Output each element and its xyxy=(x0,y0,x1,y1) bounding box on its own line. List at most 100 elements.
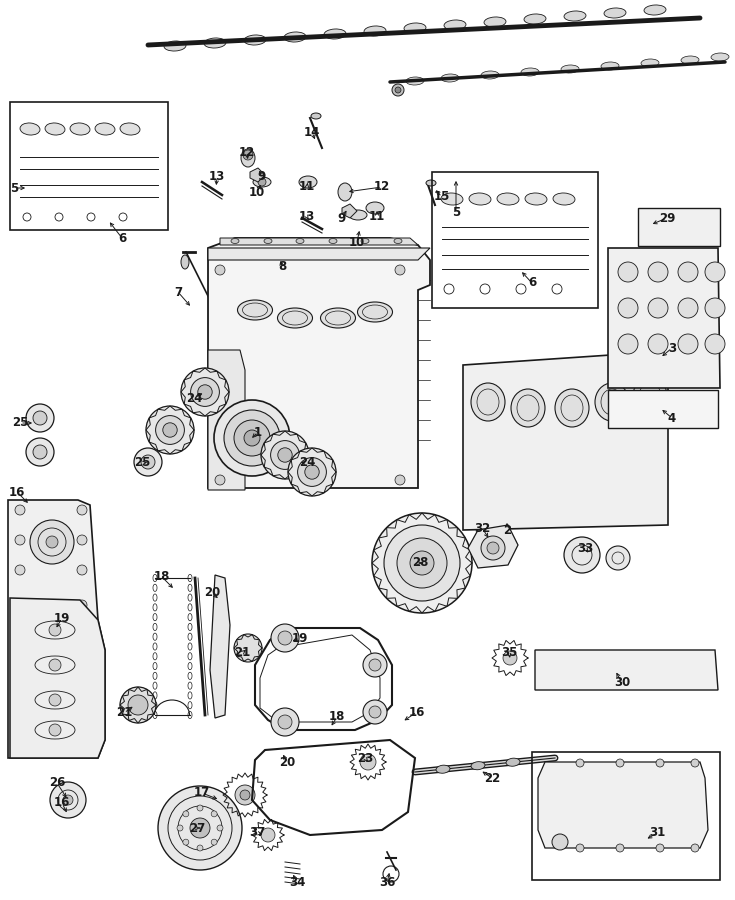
Circle shape xyxy=(656,844,664,852)
Circle shape xyxy=(77,675,87,685)
Text: 18: 18 xyxy=(154,571,171,583)
Ellipse shape xyxy=(231,238,239,244)
Circle shape xyxy=(183,839,189,845)
Circle shape xyxy=(134,448,162,476)
Circle shape xyxy=(298,457,326,486)
Text: 34: 34 xyxy=(289,877,305,889)
Circle shape xyxy=(15,675,25,685)
Text: 6: 6 xyxy=(528,276,536,290)
Circle shape xyxy=(618,334,638,354)
Circle shape xyxy=(648,298,668,318)
Circle shape xyxy=(258,178,266,186)
Circle shape xyxy=(77,600,87,610)
Circle shape xyxy=(77,635,87,645)
Ellipse shape xyxy=(441,74,459,82)
Ellipse shape xyxy=(95,123,115,135)
Circle shape xyxy=(15,713,25,723)
Text: 32: 32 xyxy=(474,521,490,535)
Ellipse shape xyxy=(436,765,450,773)
Bar xyxy=(432,172,598,308)
Ellipse shape xyxy=(324,29,346,39)
Text: 31: 31 xyxy=(649,826,665,840)
Circle shape xyxy=(648,334,668,354)
Ellipse shape xyxy=(204,38,226,48)
Text: 23: 23 xyxy=(357,752,373,764)
Circle shape xyxy=(181,368,229,416)
Text: 11: 11 xyxy=(299,181,315,194)
Circle shape xyxy=(215,475,225,485)
Ellipse shape xyxy=(366,202,384,214)
Ellipse shape xyxy=(633,377,667,415)
Text: 5: 5 xyxy=(452,206,460,220)
Circle shape xyxy=(15,505,25,515)
Circle shape xyxy=(395,87,401,93)
Circle shape xyxy=(198,385,212,400)
Circle shape xyxy=(26,438,54,466)
Ellipse shape xyxy=(164,41,186,51)
Circle shape xyxy=(487,542,499,554)
Text: 15: 15 xyxy=(434,191,450,203)
Circle shape xyxy=(217,825,223,831)
Ellipse shape xyxy=(521,68,539,76)
Text: 9: 9 xyxy=(258,170,266,184)
Ellipse shape xyxy=(244,35,266,45)
Ellipse shape xyxy=(595,383,629,421)
Circle shape xyxy=(278,715,292,729)
Text: 19: 19 xyxy=(292,632,308,644)
Circle shape xyxy=(691,759,699,767)
Text: 3: 3 xyxy=(668,341,676,355)
Text: 4: 4 xyxy=(668,411,676,425)
Circle shape xyxy=(363,700,387,724)
Circle shape xyxy=(360,754,376,770)
Ellipse shape xyxy=(45,123,65,135)
Text: 7: 7 xyxy=(174,285,182,299)
Ellipse shape xyxy=(681,56,699,64)
Polygon shape xyxy=(8,500,105,758)
Circle shape xyxy=(648,262,668,282)
Text: 20: 20 xyxy=(204,587,220,599)
Circle shape xyxy=(271,624,299,652)
Circle shape xyxy=(128,695,148,715)
Text: 10: 10 xyxy=(349,236,365,248)
Ellipse shape xyxy=(20,123,40,135)
Text: 29: 29 xyxy=(659,212,675,224)
Circle shape xyxy=(678,334,698,354)
Circle shape xyxy=(211,811,217,817)
Circle shape xyxy=(30,520,74,564)
Text: 37: 37 xyxy=(249,826,265,840)
Circle shape xyxy=(77,565,87,575)
Ellipse shape xyxy=(302,458,334,486)
Ellipse shape xyxy=(364,26,386,36)
Circle shape xyxy=(77,713,87,723)
Circle shape xyxy=(616,844,624,852)
Circle shape xyxy=(77,740,87,750)
Circle shape xyxy=(369,659,381,671)
Circle shape xyxy=(33,411,47,425)
Circle shape xyxy=(271,708,299,736)
Ellipse shape xyxy=(641,59,659,67)
Text: 21: 21 xyxy=(116,706,132,719)
Circle shape xyxy=(705,262,725,282)
Text: 24: 24 xyxy=(299,456,315,470)
Ellipse shape xyxy=(237,300,273,320)
Text: 11: 11 xyxy=(369,211,385,223)
Circle shape xyxy=(26,404,54,432)
Polygon shape xyxy=(463,352,668,530)
Ellipse shape xyxy=(338,183,352,201)
Circle shape xyxy=(564,537,600,573)
Text: 9: 9 xyxy=(338,212,346,224)
Circle shape xyxy=(234,420,270,456)
Bar xyxy=(638,208,720,246)
Polygon shape xyxy=(342,204,357,218)
Circle shape xyxy=(576,759,584,767)
Circle shape xyxy=(308,462,328,482)
Text: 24: 24 xyxy=(186,392,202,404)
Circle shape xyxy=(50,782,86,818)
Circle shape xyxy=(481,536,505,560)
Text: 2: 2 xyxy=(503,524,511,536)
Circle shape xyxy=(618,298,638,318)
Ellipse shape xyxy=(511,389,545,427)
Circle shape xyxy=(656,759,664,767)
Text: 16: 16 xyxy=(54,796,70,809)
Circle shape xyxy=(15,565,25,575)
